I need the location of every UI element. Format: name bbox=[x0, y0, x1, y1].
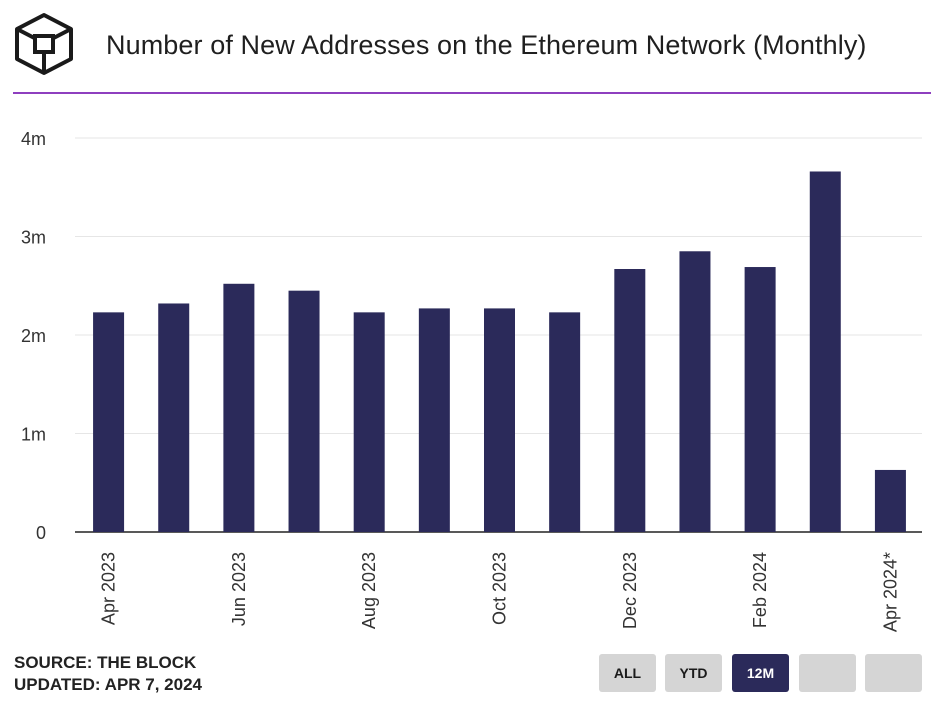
bar[interactable] bbox=[288, 290, 320, 532]
y-tick-label: 2m bbox=[21, 326, 46, 346]
bar[interactable] bbox=[809, 171, 841, 533]
range-button-12m[interactable]: 12M bbox=[732, 654, 789, 692]
bar[interactable] bbox=[158, 303, 190, 532]
y-tick-label: 1m bbox=[21, 425, 46, 445]
chart-footer: SOURCE: THE BLOCK UPDATED: APR 7, 2024 bbox=[14, 652, 202, 696]
bar[interactable] bbox=[614, 269, 646, 532]
x-tick-label: Apr 2023 bbox=[99, 552, 119, 625]
x-tick-label: Dec 2023 bbox=[620, 552, 640, 629]
bar[interactable] bbox=[679, 251, 711, 532]
chart-title: Number of New Addresses on the Ethereum … bbox=[106, 30, 867, 60]
x-tick-label: Jun 2023 bbox=[229, 552, 249, 626]
x-tick-label: Oct 2023 bbox=[490, 552, 510, 625]
bar[interactable] bbox=[874, 469, 906, 532]
range-button-4[interactable] bbox=[799, 654, 856, 692]
y-tick-label: 3m bbox=[21, 228, 46, 248]
x-tick-label: Feb 2024 bbox=[750, 552, 770, 628]
bars bbox=[93, 171, 906, 533]
x-tick-label: Apr 2024* bbox=[880, 552, 900, 632]
bar[interactable] bbox=[93, 312, 125, 532]
y-axis-labels: 0 1m 2m 3m 4m bbox=[21, 129, 46, 543]
x-tick-label: Aug 2023 bbox=[359, 552, 379, 629]
chart-header: Number of New Addresses on the Ethereum … bbox=[0, 0, 938, 94]
range-button-5[interactable] bbox=[865, 654, 922, 692]
bar[interactable] bbox=[549, 312, 581, 532]
bar[interactable] bbox=[223, 283, 255, 532]
y-tick-label: 4m bbox=[21, 129, 46, 149]
bar[interactable] bbox=[418, 308, 450, 532]
x-axis-labels: Apr 2023 Jun 2023 Aug 2023 Oct 2023 Dec 2023… bbox=[99, 552, 901, 632]
updated-text: UPDATED: APR 7, 2024 bbox=[14, 675, 202, 694]
bar[interactable] bbox=[353, 312, 385, 532]
y-tick-label: 0 bbox=[36, 523, 46, 543]
bar-chart: 0 1m 2m 3m 4m Apr 2023 Jun 2023 Aug 2023 Oct 20… bbox=[21, 129, 922, 632]
bar[interactable] bbox=[484, 308, 515, 532]
header-divider bbox=[13, 92, 931, 94]
range-button-ytd[interactable]: YTD bbox=[665, 654, 722, 692]
source-text: SOURCE: THE BLOCK bbox=[14, 653, 197, 672]
range-button-all[interactable]: ALL bbox=[599, 654, 656, 692]
bar[interactable] bbox=[744, 267, 776, 532]
the-block-logo-icon bbox=[15, 13, 73, 75]
